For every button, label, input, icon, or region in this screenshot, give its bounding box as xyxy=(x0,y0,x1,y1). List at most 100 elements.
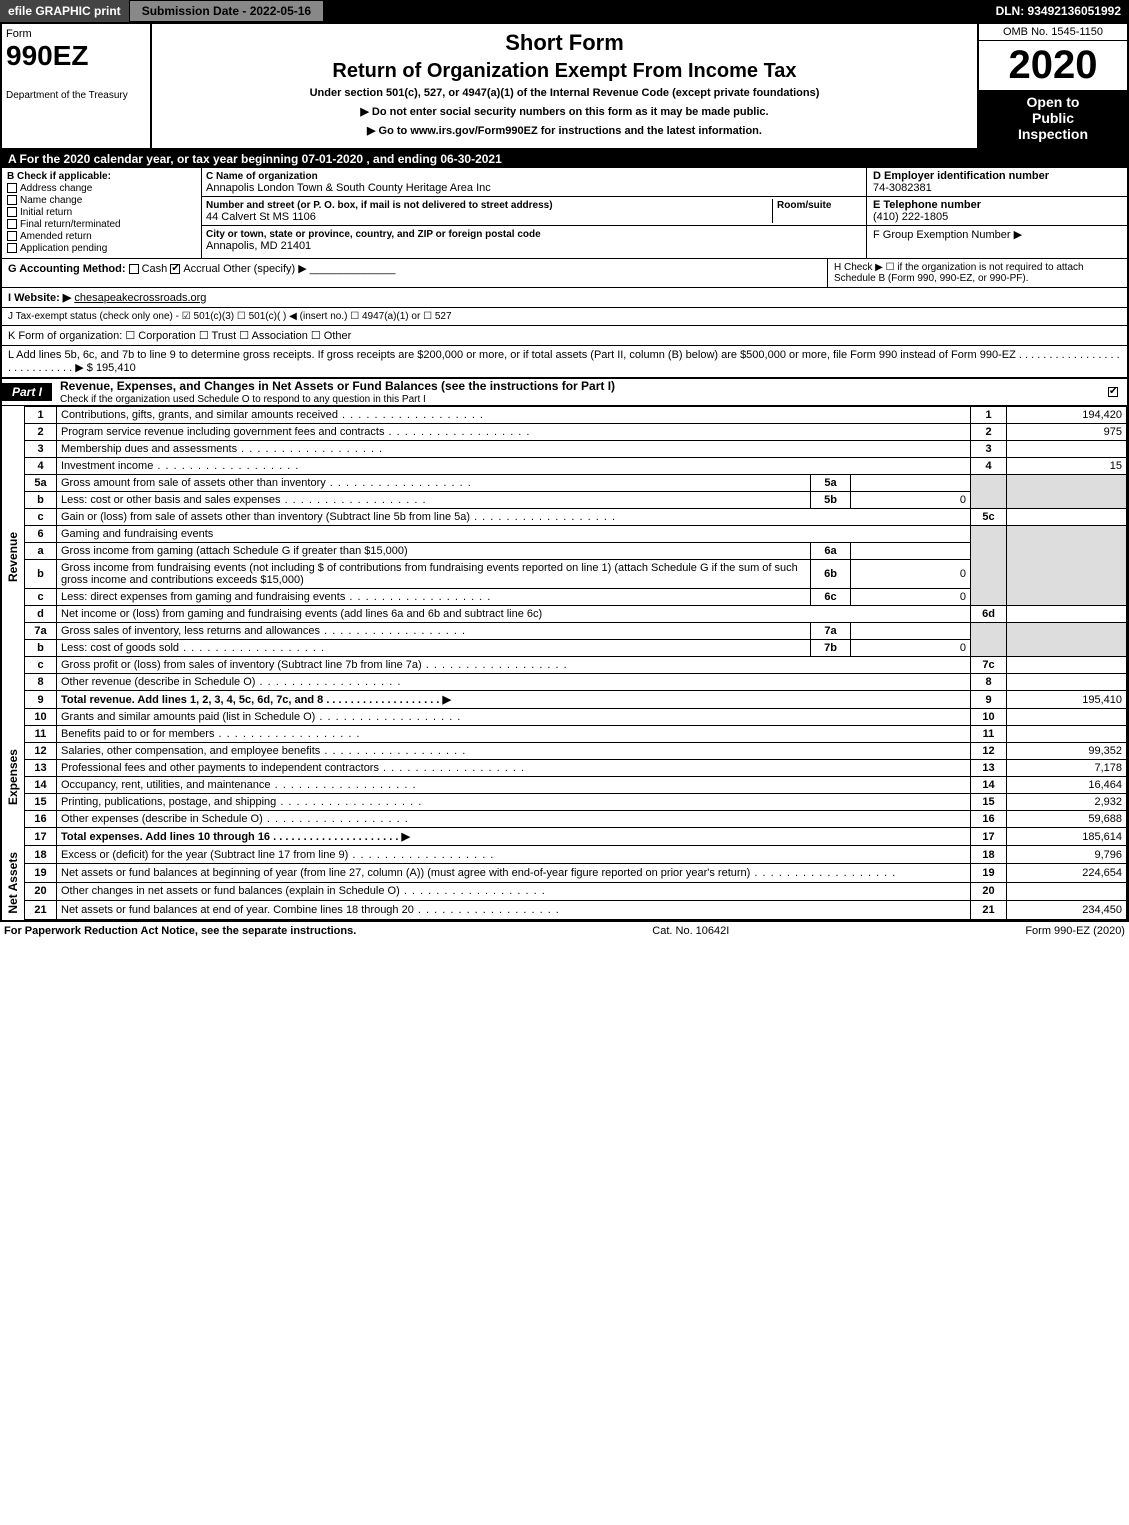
main-title: Return of Organization Exempt From Incom… xyxy=(160,60,969,83)
bn8: 8 xyxy=(971,674,1007,691)
d6: Gaming and fundraising events xyxy=(61,528,213,540)
side-netassets: Net Assets xyxy=(6,848,20,918)
n6a: a xyxy=(25,543,57,560)
goto-text: ▶ Go to www.irs.gov/Form990EZ for instru… xyxy=(367,125,762,137)
chk-address-change[interactable]: Address change xyxy=(7,183,196,194)
d7b: Less: cost of goods sold xyxy=(61,642,325,654)
bn14: 14 xyxy=(971,777,1007,794)
bn1: 1 xyxy=(971,407,1007,424)
n17: 17 xyxy=(25,828,57,846)
open-line1: Open to xyxy=(979,94,1127,110)
tax-year: 2020 xyxy=(979,41,1127,90)
bn11: 11 xyxy=(971,726,1007,743)
v4: 15 xyxy=(1007,458,1127,475)
d6a: Gross income from gaming (attach Schedul… xyxy=(61,545,408,557)
n5b: b xyxy=(25,492,57,509)
bn19: 19 xyxy=(971,864,1007,882)
d9: Total revenue. Add lines 1, 2, 3, 4, 5c,… xyxy=(61,694,451,706)
n10: 10 xyxy=(25,709,57,726)
v6d xyxy=(1007,606,1127,623)
d14: Occupancy, rent, utilities, and maintena… xyxy=(61,779,417,791)
n3: 3 xyxy=(25,441,57,458)
n2: 2 xyxy=(25,424,57,441)
v16: 59,688 xyxy=(1007,811,1127,828)
chk-amended-return[interactable]: Amended return xyxy=(7,231,196,242)
lines-table: Revenue 1 Contributions, gifts, grants, … xyxy=(2,406,1127,920)
bn13: 13 xyxy=(971,760,1007,777)
chk-accrual[interactable]: Accrual xyxy=(170,263,220,275)
ein-label: D Employer identification number xyxy=(873,170,1049,182)
ein-value: 74-3082381 xyxy=(873,182,932,194)
open-line3: Inspection xyxy=(979,126,1127,142)
chk-initial-return[interactable]: Initial return xyxy=(7,207,196,218)
sn7a: 7a xyxy=(811,623,851,640)
header-center: Short Form Return of Organization Exempt… xyxy=(152,24,977,148)
sn7b: 7b xyxy=(811,640,851,657)
efile-label[interactable]: efile GRAPHIC print xyxy=(0,0,129,22)
n6c: c xyxy=(25,589,57,606)
chk-final-return[interactable]: Final return/terminated xyxy=(7,219,196,230)
part1-check-line: Check if the organization used Schedule … xyxy=(60,394,426,405)
subtitle: Under section 501(c), 527, or 4947(a)(1)… xyxy=(160,87,969,99)
submission-date[interactable]: Submission Date - 2022-05-16 xyxy=(129,0,324,22)
v5c xyxy=(1007,509,1127,526)
chk-name-change[interactable]: Name change xyxy=(7,195,196,206)
v2: 975 xyxy=(1007,424,1127,441)
section-c: C Name of organization Annapolis London … xyxy=(202,168,867,258)
sv6c: 0 xyxy=(851,589,971,606)
chk-application-pending[interactable]: Application pending xyxy=(7,243,196,254)
part1-checkbox[interactable] xyxy=(1108,386,1127,398)
footer-right: Form 990-EZ (2020) xyxy=(1025,925,1125,937)
sn6b: 6b xyxy=(811,560,851,589)
n6d: d xyxy=(25,606,57,623)
tel-value: (410) 222-1805 xyxy=(873,211,948,223)
addr-label: Number and street (or P. O. box, if mail… xyxy=(206,200,553,211)
tel-label: E Telephone number xyxy=(873,199,981,211)
address: 44 Calvert St MS 1106 xyxy=(206,211,316,223)
d21: Net assets or fund balances at end of ye… xyxy=(61,904,560,916)
v19: 224,654 xyxy=(1007,864,1127,882)
city-state-zip: Annapolis, MD 21401 xyxy=(206,240,311,252)
v1: 194,420 xyxy=(1007,407,1127,424)
d6c: Less: direct expenses from gaming and fu… xyxy=(61,591,491,603)
n5c: c xyxy=(25,509,57,526)
group-exemption-label: F Group Exemption Number ▶ xyxy=(873,229,1022,241)
bn10: 10 xyxy=(971,709,1007,726)
bn12: 12 xyxy=(971,743,1007,760)
header-left: Form 990EZ Department of the Treasury xyxy=(2,24,152,148)
website-value[interactable]: chesapeakecrossroads.org xyxy=(74,292,206,304)
bn21: 21 xyxy=(971,901,1007,919)
sv7b: 0 xyxy=(851,640,971,657)
d6d: Net income or (loss) from gaming and fun… xyxy=(61,608,542,620)
n11: 11 xyxy=(25,726,57,743)
omb-number: OMB No. 1545-1150 xyxy=(979,24,1127,41)
side-expenses: Expenses xyxy=(6,745,20,809)
n12: 12 xyxy=(25,743,57,760)
n20: 20 xyxy=(25,882,57,900)
n15: 15 xyxy=(25,794,57,811)
accounting-other: Other (specify) ▶ xyxy=(223,263,307,275)
short-form-title: Short Form xyxy=(160,30,969,56)
row-k: K Form of organization: ☐ Corporation ☐ … xyxy=(2,326,1127,346)
d12: Salaries, other compensation, and employ… xyxy=(61,745,466,757)
part1-tab: Part I xyxy=(2,383,52,401)
row-j: J Tax-exempt status (check only one) - ☑… xyxy=(2,308,1127,326)
n9: 9 xyxy=(25,691,57,709)
n4: 4 xyxy=(25,458,57,475)
bn7c: 7c xyxy=(971,657,1007,674)
chk-cash[interactable]: Cash xyxy=(129,263,168,275)
v8 xyxy=(1007,674,1127,691)
part1-title: Revenue, Expenses, and Changes in Net As… xyxy=(60,379,615,393)
n16: 16 xyxy=(25,811,57,828)
n7a: 7a xyxy=(25,623,57,640)
v10 xyxy=(1007,709,1127,726)
bn20: 20 xyxy=(971,882,1007,900)
goto-link[interactable]: ▶ Go to www.irs.gov/Form990EZ for instru… xyxy=(160,124,969,137)
footer-mid: Cat. No. 10642I xyxy=(652,925,729,937)
d4: Investment income xyxy=(61,460,299,472)
row-i: I Website: ▶ chesapeakecrossroads.org xyxy=(2,288,1127,308)
side-revenue: Revenue xyxy=(6,528,20,586)
section-h: H Check ▶ ☐ if the organization is not r… xyxy=(827,259,1127,287)
bn3: 3 xyxy=(971,441,1007,458)
section-b: B Check if applicable: Address change Na… xyxy=(2,168,202,258)
